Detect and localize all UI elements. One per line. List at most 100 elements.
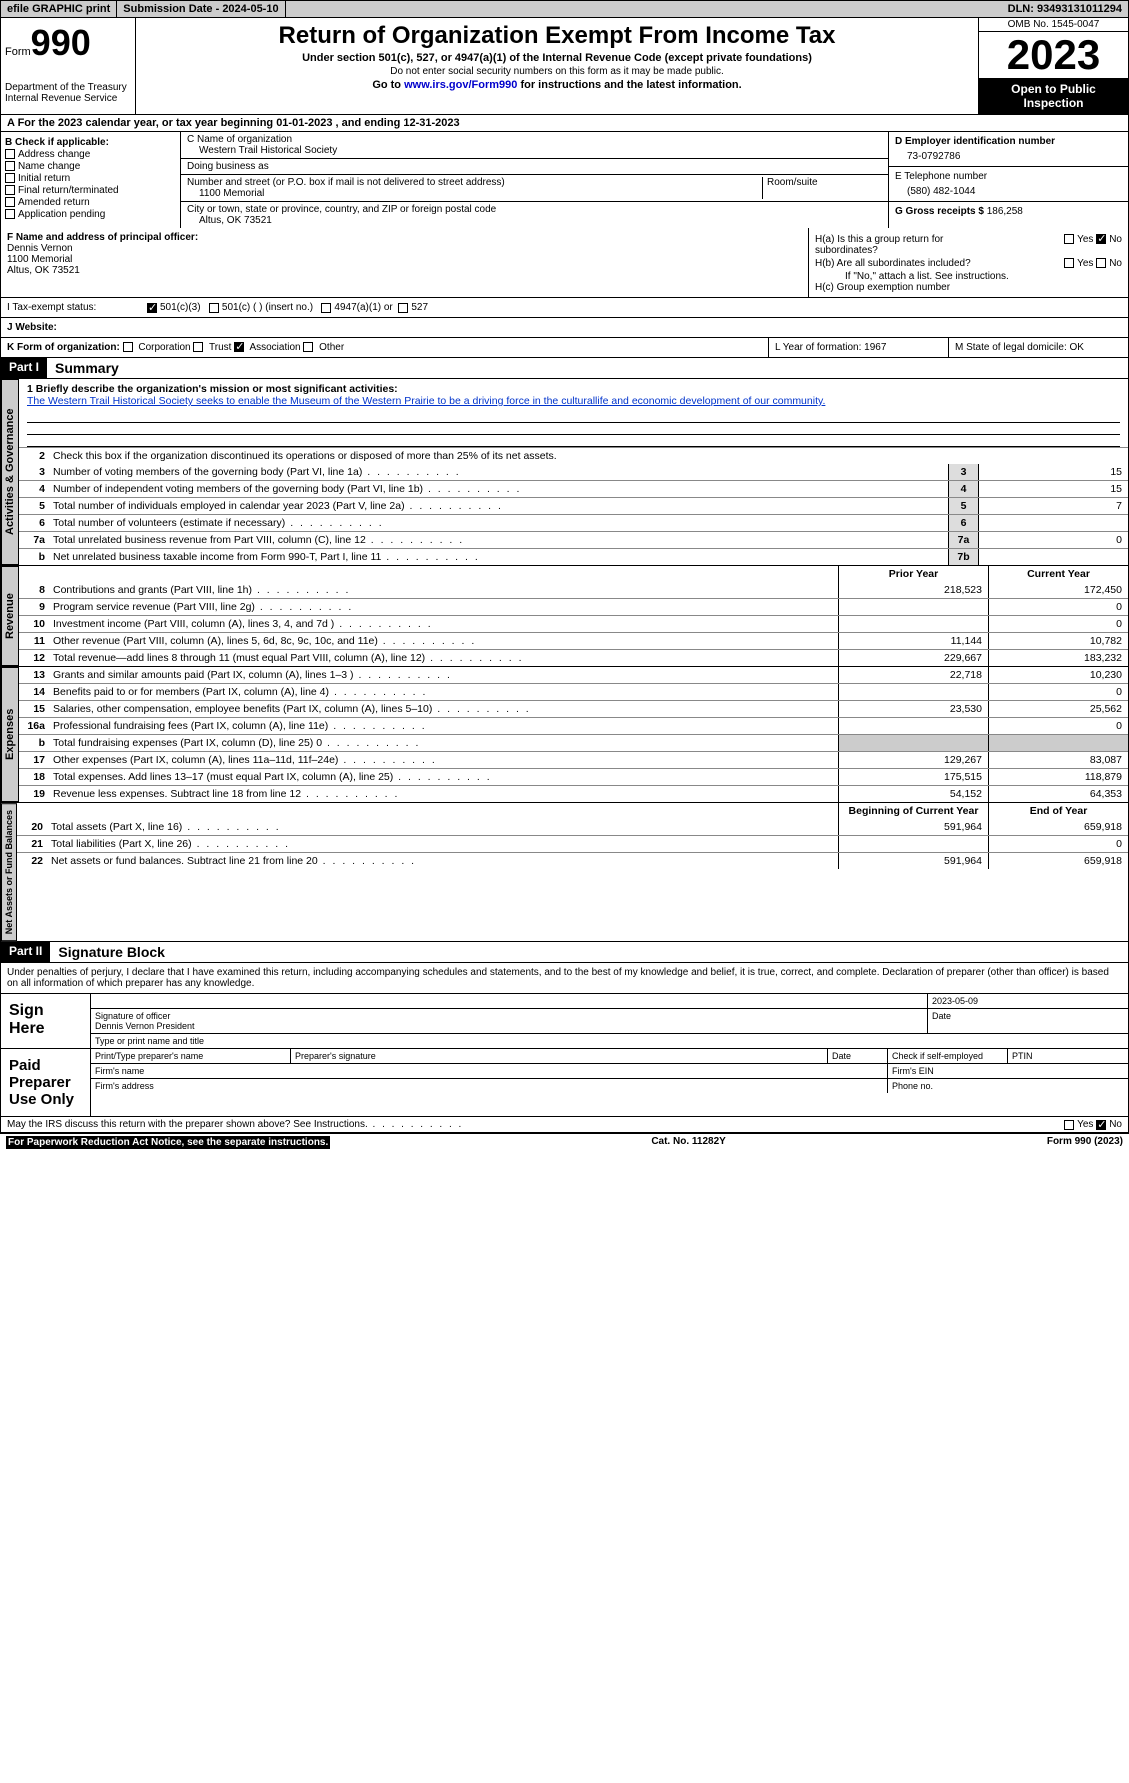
form-header: Form990 Department of the Treasury Inter…: [0, 18, 1129, 115]
firm-name-label: Firm's name: [91, 1064, 888, 1078]
discuss-no-check[interactable]: [1096, 1120, 1106, 1130]
checkbox-final-return[interactable]: [5, 185, 15, 195]
goto-pre: Go to: [372, 79, 404, 91]
chk-trust[interactable]: [193, 342, 203, 352]
opt-trust: Trust: [209, 342, 231, 353]
ha-no: No: [1109, 234, 1122, 245]
main-title: Return of Organization Exempt From Incom…: [144, 22, 970, 50]
chk-corp[interactable]: [123, 342, 133, 352]
expenses-block: Expenses 13Grants and similar amounts pa…: [0, 667, 1129, 803]
addr-label: Number and street (or P.O. box if mail i…: [187, 177, 762, 188]
discuss-yes-check[interactable]: [1064, 1120, 1074, 1130]
checkbox-pending[interactable]: [5, 209, 15, 219]
firm-phone-label: Phone no.: [888, 1079, 1128, 1093]
tab-expenses: Expenses: [1, 667, 19, 802]
line2-text: Check this box if the organization disco…: [49, 448, 1128, 464]
ha-no-check[interactable]: [1096, 234, 1106, 244]
revenue-header: Prior Year Current Year: [19, 566, 1128, 582]
gov-line-5: 5Total number of individuals employed in…: [19, 497, 1128, 514]
net-line-22: 22Net assets or fund balances. Subtract …: [17, 852, 1128, 869]
mission-line-3: [27, 435, 1120, 447]
pp-ptin-label: PTIN: [1008, 1049, 1128, 1063]
room-label: Room/suite: [762, 177, 882, 199]
ha-yes-check[interactable]: [1064, 234, 1074, 244]
exp-line-18: 18Total expenses. Add lines 13–17 (must …: [19, 768, 1128, 785]
part2-header: Part II Signature Block: [0, 942, 1129, 963]
cat-no: Cat. No. 11282Y: [651, 1136, 725, 1149]
form-footer: Form 990 (2023): [1047, 1136, 1123, 1149]
gov-line-b: bNet unrelated business taxable income f…: [19, 548, 1128, 565]
hb-yes-check[interactable]: [1064, 258, 1074, 268]
opt-pending: Application pending: [18, 209, 105, 220]
org-name-label: C Name of organization: [187, 134, 882, 145]
form990-link[interactable]: www.irs.gov/Form990: [404, 79, 517, 91]
subtitle-1: Under section 501(c), 527, or 4947(a)(1)…: [144, 52, 970, 64]
rev-line-12: 12Total revenue—add lines 8 through 11 (…: [19, 649, 1128, 666]
line-a: A For the 2023 calendar year, or tax yea…: [0, 115, 1129, 132]
gov-line-3: 3Number of voting members of the governi…: [19, 464, 1128, 480]
row-i: I Tax-exempt status: 501(c)(3) 501(c) ( …: [0, 298, 1129, 318]
rev-line-11: 11Other revenue (Part VIII, column (A), …: [19, 632, 1128, 649]
col-f: F Name and address of principal officer:…: [1, 228, 808, 297]
subtitle-2: Do not enter social security numbers on …: [144, 66, 970, 77]
opt-other: Other: [319, 342, 344, 353]
col-b-label: B Check if applicable:: [5, 137, 109, 148]
checkbox-initial-return[interactable]: [5, 173, 15, 183]
part2-tag: Part II: [1, 942, 50, 962]
part1-header: Part I Summary: [0, 358, 1129, 379]
chk-4947[interactable]: [321, 303, 331, 313]
discuss-row: May the IRS discuss this return with the…: [0, 1117, 1129, 1133]
hb-no: No: [1109, 258, 1122, 269]
tab-revenue: Revenue: [1, 566, 19, 666]
opt-501c3: 501(c)(3): [160, 302, 201, 313]
tab-netassets: Net Assets or Fund Balances: [1, 803, 17, 941]
dln: DLN: 93493131011294: [1002, 1, 1128, 17]
checkbox-name-change[interactable]: [5, 161, 15, 171]
exp-line-19: 19Revenue less expenses. Subtract line 1…: [19, 785, 1128, 802]
mission-text: The Western Trail Historical Society see…: [27, 395, 825, 407]
col-end: End of Year: [988, 803, 1128, 819]
street-addr: 1100 Memorial: [187, 188, 762, 199]
exp-line-14: 14Benefits paid to or for members (Part …: [19, 683, 1128, 700]
paperwork-notice: For Paperwork Reduction Act Notice, see …: [6, 1136, 330, 1149]
col-prior: Prior Year: [838, 566, 988, 582]
rev-line-10: 10Investment income (Part VIII, column (…: [19, 615, 1128, 632]
hb-no-check[interactable]: [1096, 258, 1106, 268]
mission-label: 1 Briefly describe the organization's mi…: [27, 383, 398, 395]
title-cell: Return of Organization Exempt From Incom…: [136, 18, 978, 114]
year-cell: OMB No. 1545-0047 2023 Open to Public In…: [978, 18, 1128, 114]
tab-governance: Activities & Governance: [1, 379, 19, 565]
gov-line-7a: 7aTotal unrelated business revenue from …: [19, 531, 1128, 548]
col-b: B Check if applicable: Address change Na…: [1, 132, 181, 228]
chk-501c[interactable]: [209, 303, 219, 313]
part1-tag: Part I: [1, 358, 47, 378]
part1-title: Summary: [47, 358, 127, 378]
pp-sig-label: Preparer's signature: [291, 1049, 828, 1063]
pp-check-label: Check if self-employed: [888, 1049, 1008, 1063]
opt-final-return: Final return/terminated: [18, 185, 119, 196]
row-j: J Website:: [0, 318, 1129, 338]
sig-officer-label: Signature of officer: [95, 1011, 923, 1021]
opt-501c: 501(c) ( ) (insert no.): [222, 302, 313, 313]
website-label: J Website:: [7, 322, 57, 333]
opt-initial-return: Initial return: [18, 173, 70, 184]
form-org-label: K Form of organization:: [7, 342, 120, 353]
dept-treasury: Department of the Treasury: [5, 82, 131, 93]
phone-value: (580) 482-1044: [895, 186, 1122, 197]
declaration-text: Under penalties of perjury, I declare th…: [0, 963, 1129, 994]
chk-other[interactable]: [303, 342, 313, 352]
part2-title: Signature Block: [50, 942, 173, 962]
officer-addr1: 1100 Memorial: [7, 254, 72, 265]
col-c: C Name of organization Western Trail His…: [181, 132, 888, 228]
net-line-20: 20Total assets (Part X, line 16)591,9646…: [17, 819, 1128, 835]
chk-501c3[interactable]: [147, 303, 157, 313]
open-inspection: Open to Public Inspection: [979, 78, 1128, 114]
pp-name-label: Print/Type preparer's name: [91, 1049, 291, 1063]
chk-527[interactable]: [398, 303, 408, 313]
netassets-block: Net Assets or Fund Balances Beginning of…: [0, 803, 1129, 942]
checkbox-amended[interactable]: [5, 197, 15, 207]
governance-block: Activities & Governance 1 Briefly descri…: [0, 379, 1129, 566]
opt-name-change: Name change: [18, 161, 80, 172]
chk-assoc[interactable]: [234, 342, 244, 352]
checkbox-address-change[interactable]: [5, 149, 15, 159]
